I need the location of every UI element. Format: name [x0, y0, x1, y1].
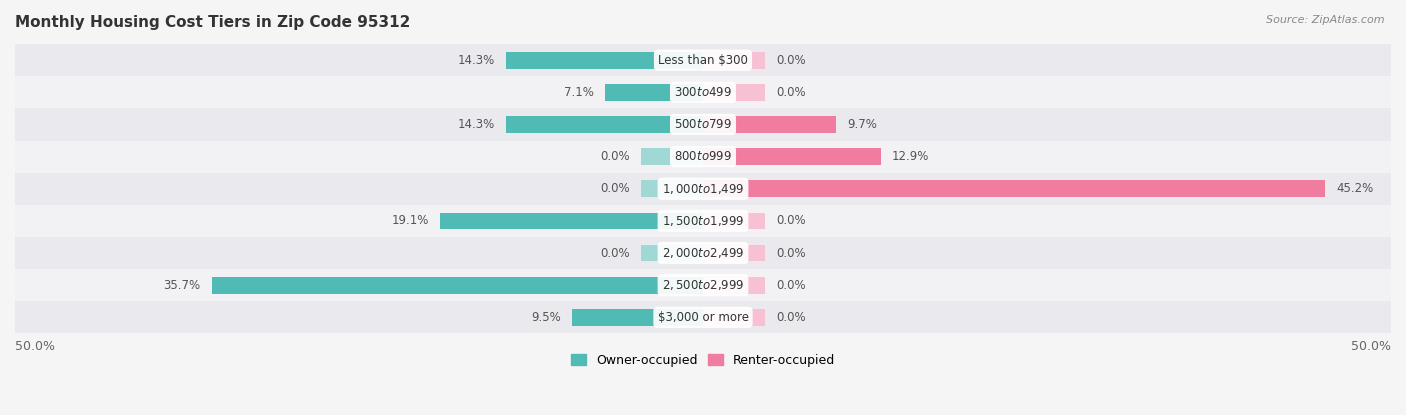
Text: 9.5%: 9.5% [531, 311, 561, 324]
Bar [703, 84, 765, 101]
Text: Monthly Housing Cost Tiers in Zip Code 95312: Monthly Housing Cost Tiers in Zip Code 9… [15, 15, 411, 30]
Text: $2,500 to $2,999: $2,500 to $2,999 [662, 278, 744, 292]
Text: 19.1%: 19.1% [392, 215, 429, 227]
Text: 50.0%: 50.0% [15, 340, 55, 354]
Bar [703, 245, 765, 261]
Text: $3,000 or more: $3,000 or more [658, 311, 748, 324]
Text: 14.3%: 14.3% [458, 54, 495, 67]
Bar [15, 173, 1391, 205]
Text: Source: ZipAtlas.com: Source: ZipAtlas.com [1267, 15, 1385, 24]
Text: 45.2%: 45.2% [1336, 182, 1374, 195]
Text: $1,000 to $1,499: $1,000 to $1,499 [662, 182, 744, 196]
Bar [641, 181, 703, 197]
Bar [606, 84, 703, 101]
Bar [703, 52, 765, 68]
Bar [440, 212, 703, 229]
Text: 0.0%: 0.0% [776, 86, 806, 99]
Bar [506, 116, 703, 133]
Bar [212, 277, 703, 293]
Text: $300 to $499: $300 to $499 [673, 86, 733, 99]
Bar [15, 205, 1391, 237]
Bar [15, 141, 1391, 173]
Text: 9.7%: 9.7% [848, 118, 877, 131]
Text: $800 to $999: $800 to $999 [673, 150, 733, 163]
Text: 0.0%: 0.0% [776, 215, 806, 227]
Text: $1,500 to $1,999: $1,500 to $1,999 [662, 214, 744, 228]
Text: 7.1%: 7.1% [564, 86, 595, 99]
Legend: Owner-occupied, Renter-occupied: Owner-occupied, Renter-occupied [567, 349, 839, 372]
Text: 0.0%: 0.0% [776, 247, 806, 259]
Bar [15, 301, 1391, 333]
Bar [703, 116, 837, 133]
Text: 35.7%: 35.7% [163, 279, 201, 292]
Text: Less than $300: Less than $300 [658, 54, 748, 67]
Text: 0.0%: 0.0% [776, 311, 806, 324]
Text: 12.9%: 12.9% [891, 150, 929, 163]
Text: 0.0%: 0.0% [600, 150, 630, 163]
Bar [703, 212, 765, 229]
Bar [15, 237, 1391, 269]
Text: 50.0%: 50.0% [1351, 340, 1391, 354]
Bar [15, 108, 1391, 141]
Text: 14.3%: 14.3% [458, 118, 495, 131]
Text: 0.0%: 0.0% [600, 247, 630, 259]
Text: 0.0%: 0.0% [776, 279, 806, 292]
Bar [15, 44, 1391, 76]
Text: 0.0%: 0.0% [600, 182, 630, 195]
Text: $500 to $799: $500 to $799 [673, 118, 733, 131]
Bar [703, 277, 765, 293]
Text: $2,000 to $2,499: $2,000 to $2,499 [662, 246, 744, 260]
Bar [641, 148, 703, 165]
Bar [703, 148, 880, 165]
Bar [15, 76, 1391, 108]
Bar [703, 181, 1324, 197]
Bar [15, 269, 1391, 301]
Text: 0.0%: 0.0% [776, 54, 806, 67]
Bar [572, 309, 703, 326]
Bar [703, 309, 765, 326]
Bar [506, 52, 703, 68]
Bar [641, 245, 703, 261]
